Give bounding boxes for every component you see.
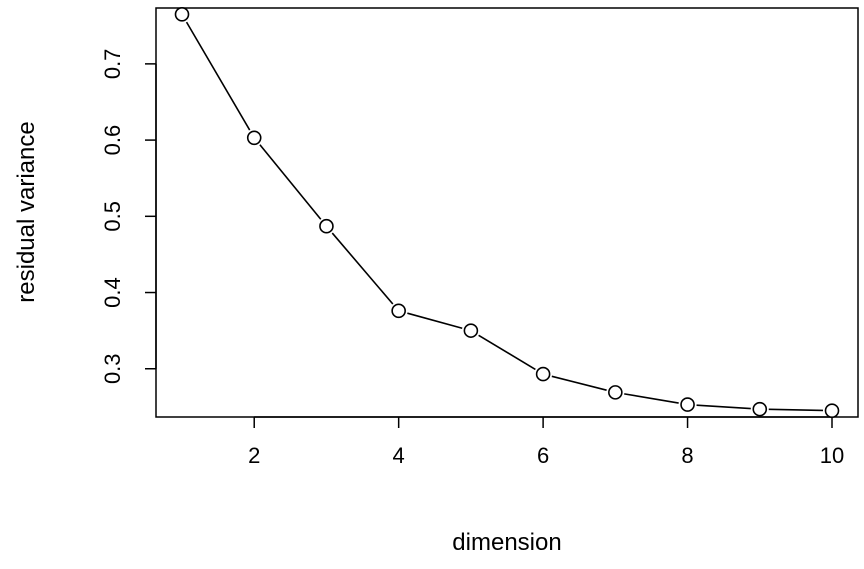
series-layer: [174, 7, 840, 418]
y-tick-label: 0.4: [100, 277, 125, 308]
data-point: [246, 130, 262, 146]
data-point: [752, 401, 768, 417]
series-line-segment: [696, 404, 751, 410]
y-axis-title: residual variance: [13, 121, 40, 302]
data-point: [824, 403, 840, 418]
x-tick-label: 10: [820, 443, 844, 468]
y-tick-label: 0.3: [100, 353, 125, 384]
series-line-segment: [185, 21, 251, 131]
x-axis: 2 4 6 8 10: [248, 416, 844, 468]
data-point: [174, 7, 190, 22]
plot-frame: [155, 7, 859, 418]
data-point: [319, 218, 334, 234]
series-line-segment: [768, 408, 824, 412]
x-axis-title: dimension: [452, 529, 561, 556]
series-line-segment: [331, 232, 394, 305]
y-tick-label: 0.7: [100, 49, 125, 80]
y-tick-label: 0.5: [100, 201, 125, 232]
y-tick-label: 0.6: [100, 125, 125, 156]
x-tick-label: 8: [681, 443, 693, 468]
data-point: [608, 385, 623, 400]
x-tick-label: 2: [248, 443, 260, 468]
data-point: [391, 303, 406, 319]
data-point: [680, 397, 695, 412]
series-line-segment: [551, 375, 607, 391]
series-line-segment: [259, 144, 322, 220]
x-tick-label: 6: [537, 443, 549, 468]
y-axis: 0.3 0.4 0.5 0.6 0.7: [100, 49, 157, 384]
data-point: [463, 323, 479, 338]
series-line-segment: [407, 312, 463, 330]
x-tick-label: 4: [393, 443, 405, 468]
series-line-segment: [624, 393, 679, 404]
series-line-segment: [478, 334, 536, 371]
data-point: [535, 366, 551, 382]
